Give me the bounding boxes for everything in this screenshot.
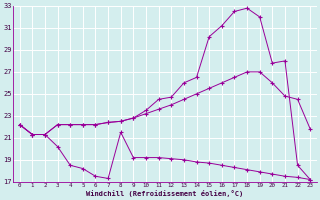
- X-axis label: Windchill (Refroidissement éolien,°C): Windchill (Refroidissement éolien,°C): [86, 190, 244, 197]
